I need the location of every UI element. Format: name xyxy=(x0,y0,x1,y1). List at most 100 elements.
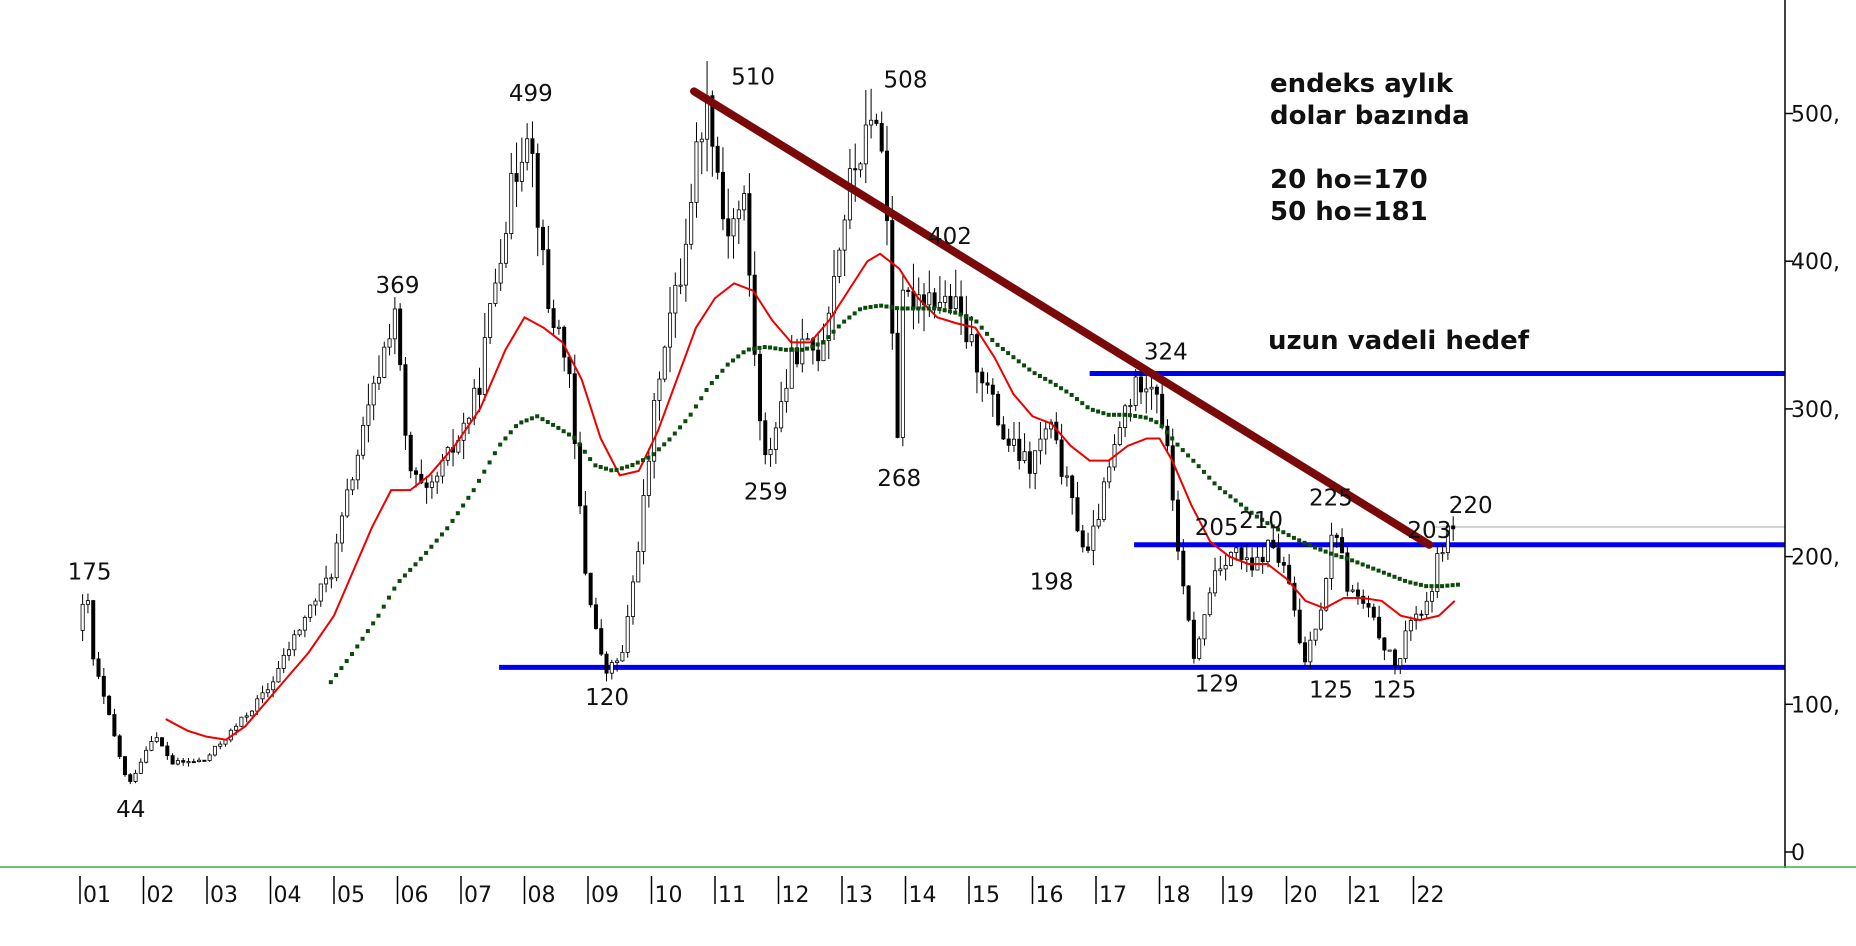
ma50-dot xyxy=(529,416,534,421)
x-tick-label: 12 xyxy=(782,883,810,908)
candle-body xyxy=(1451,525,1456,530)
ma50-dot xyxy=(720,368,725,373)
ma50-dot xyxy=(582,449,587,454)
ma50-dot xyxy=(524,418,529,423)
ma50-dot xyxy=(947,309,952,314)
candle-body xyxy=(387,338,392,348)
candle-body xyxy=(1419,613,1424,616)
ma50-dot xyxy=(1238,502,1243,507)
candle-body xyxy=(424,482,429,488)
x-tick-label: 03 xyxy=(210,883,238,908)
ma50-dot xyxy=(1440,584,1445,589)
price-label: 120 xyxy=(585,685,629,711)
ma50-dot xyxy=(461,503,466,508)
ma50-dot xyxy=(741,350,746,355)
candle-body xyxy=(847,168,852,221)
ma50-dot xyxy=(1212,481,1217,486)
candle-body xyxy=(1297,609,1302,644)
candle-body xyxy=(345,489,350,517)
candle-body xyxy=(641,495,646,552)
candle-body xyxy=(96,658,101,677)
candle-body xyxy=(974,334,979,373)
x-tick-label: 06 xyxy=(401,883,429,908)
ma50-dot xyxy=(487,460,492,465)
candle-body xyxy=(85,600,90,605)
ma50-dot xyxy=(556,425,561,430)
candle-body xyxy=(773,427,778,450)
ma50-dot xyxy=(365,629,370,634)
candle-body xyxy=(1350,589,1355,592)
candle-body xyxy=(779,401,784,429)
candle-body xyxy=(1144,388,1149,393)
ma50-dot xyxy=(429,544,434,549)
ma50-dot xyxy=(1339,554,1344,559)
candle-body xyxy=(900,289,905,438)
candle-body xyxy=(720,171,725,220)
ma50-dot xyxy=(471,488,476,493)
candle-body xyxy=(1160,393,1165,427)
ma50-dot xyxy=(1175,442,1180,447)
candle-body xyxy=(308,604,313,618)
ma50-dot xyxy=(334,673,339,678)
candle-body xyxy=(1244,557,1249,561)
candle-body xyxy=(1430,591,1435,602)
ma50-dot xyxy=(609,468,614,473)
ma50-dot xyxy=(1080,401,1085,406)
ma50-dot xyxy=(1022,363,1027,368)
price-label: 508 xyxy=(884,68,928,94)
ma50-dot xyxy=(1180,448,1185,453)
ma50-dot xyxy=(709,381,714,386)
ma50-dot xyxy=(1117,412,1122,417)
candle-body xyxy=(1382,637,1387,651)
candle-body xyxy=(265,689,270,694)
candle-body xyxy=(1276,547,1281,563)
price-label: 125 xyxy=(1309,677,1353,703)
candle-body xyxy=(604,653,609,674)
candle-body xyxy=(80,603,85,631)
ma50-dot xyxy=(619,466,624,471)
ma50-dot xyxy=(953,310,958,315)
candle-body xyxy=(239,716,244,727)
candle-body xyxy=(541,226,546,251)
y-tick-label: 100, xyxy=(1791,693,1840,718)
ma50-dot xyxy=(1360,562,1365,567)
candle-body xyxy=(1006,438,1011,446)
candle-body xyxy=(133,772,138,782)
candle-body xyxy=(313,600,318,606)
ma50-dot xyxy=(820,340,825,345)
candle-body xyxy=(382,346,387,378)
candle-body xyxy=(1091,525,1096,551)
candle-body xyxy=(1176,499,1181,552)
candle-body xyxy=(530,138,535,154)
x-tick-label: 11 xyxy=(718,883,746,908)
ma50-dot xyxy=(1355,560,1360,565)
candle-body xyxy=(1038,438,1043,452)
candle-body xyxy=(281,654,286,669)
candle-body xyxy=(170,755,175,765)
ma50-dot xyxy=(1434,584,1439,589)
candle-body xyxy=(948,295,953,310)
candle-body xyxy=(1387,649,1392,652)
ma50-dot xyxy=(1408,580,1413,585)
ma50-dot xyxy=(466,495,471,500)
ma50-dot xyxy=(1016,359,1021,364)
ma50-dot xyxy=(826,335,831,340)
ma50-dot xyxy=(836,324,841,329)
x-tick-label: 09 xyxy=(591,883,619,908)
candle-body xyxy=(1366,603,1371,608)
candle-body xyxy=(757,353,762,422)
candle-body xyxy=(546,249,551,310)
ma50-dot xyxy=(630,463,635,468)
candle-body xyxy=(630,581,635,617)
candle-body xyxy=(403,364,408,436)
x-tick-label: 20 xyxy=(1290,883,1318,908)
ma50-dot xyxy=(1260,517,1265,522)
ma50-dot xyxy=(879,303,884,308)
ma50-dot xyxy=(1201,469,1206,474)
candle-body xyxy=(498,262,503,284)
x-axis: 01 02 03 04 05 06 07 08 09 10 11 12 13 14 15 16 17 18 19 20… xyxy=(0,866,1856,908)
ma50-dot xyxy=(715,374,720,379)
price-label: 402 xyxy=(928,224,972,250)
candle-body xyxy=(1022,451,1027,462)
notes: endeks aylık dolar bazında 20 ho=170 50 … xyxy=(1268,69,1530,356)
